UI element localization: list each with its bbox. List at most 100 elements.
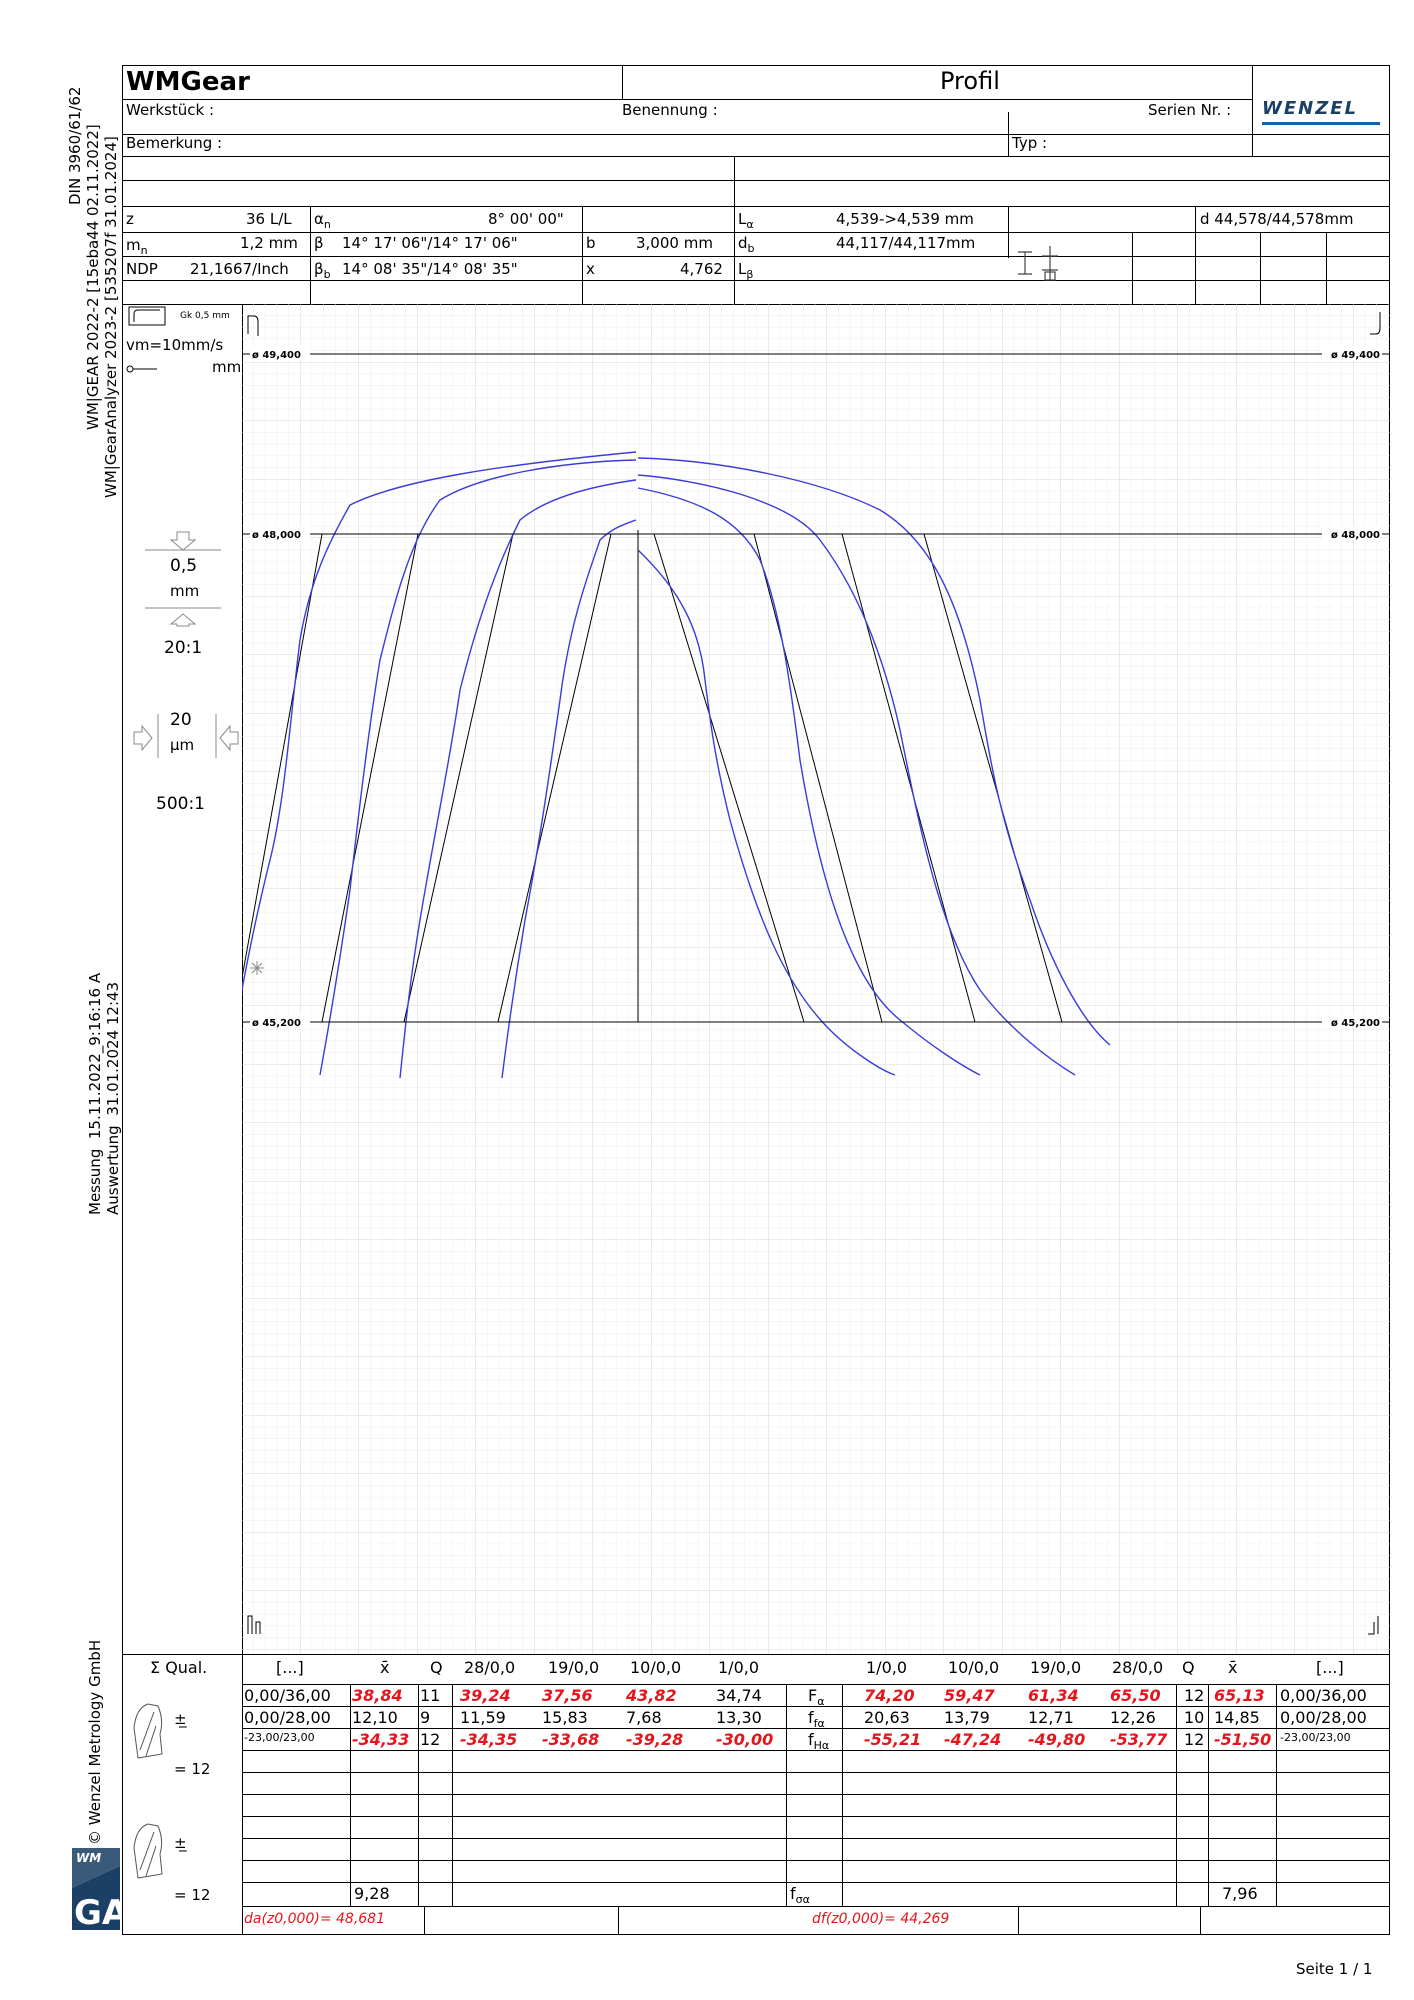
diameter-label: ø 45,200 — [252, 1018, 301, 1029]
gear-tooth-icon-2 — [130, 1820, 170, 1886]
table-cell: 39,24 — [460, 1686, 511, 1705]
measured-profile-curve — [501, 519, 637, 1079]
table-cell: 74,20 — [864, 1686, 915, 1705]
filter-icon — [128, 306, 168, 332]
table-cell: 12 — [1184, 1686, 1205, 1705]
table-cell: 0,00/36,00 — [244, 1686, 331, 1705]
auswertung-text: Auswertung 31.01.2024 12:43 — [104, 981, 122, 1215]
version-text-2: WM|GearAnalyzer 2023-2 [535207f 31.01.20… — [102, 136, 120, 498]
table-header-right: 19/0,0 — [1030, 1658, 1082, 1677]
serien-label: Serien Nr. : — [1148, 101, 1232, 119]
typ-label: Typ : — [1012, 134, 1048, 152]
param-beta-b: βb — [314, 260, 331, 281]
table-cell: 15,83 — [542, 1708, 588, 1727]
center-mark-icon — [250, 961, 264, 975]
table-cell: 12 — [1184, 1730, 1205, 1749]
measured-profile-curve — [637, 549, 896, 1076]
version-text-1: WM|GEAR 2022-2 [15eba44 02.11.2022] — [84, 124, 102, 430]
measured-profile-curve — [637, 457, 1111, 1046]
flank-icon-br — [1368, 1616, 1379, 1635]
table-cell: -34,33 — [352, 1730, 410, 1749]
table-header-right: x̄ — [1228, 1658, 1238, 1677]
table-cell: 9 — [420, 1708, 431, 1727]
measured-profile-curve — [242, 451, 637, 994]
table-cell: 0,00/36,00 — [1280, 1686, 1367, 1705]
param-mn: mn — [126, 236, 148, 257]
table-cell: 34,74 — [716, 1686, 762, 1705]
param-beta: β — [314, 234, 324, 252]
table-cell: 10 — [1184, 1708, 1205, 1727]
norm-text: DIN 3960/61/62 — [66, 86, 84, 205]
diameter-label: ø 45,200 — [1331, 1018, 1380, 1029]
param-la: Lα — [738, 210, 754, 231]
table-header-left: [...] — [276, 1658, 304, 1677]
table-cell: -55,21 — [864, 1730, 922, 1749]
table-cell: -34,35 — [460, 1730, 518, 1749]
param-x: x — [586, 260, 595, 278]
profile-graph: ø 49,400 ø 49,400 ø 48,000 ø 48,000 ø 45,200… — [242, 304, 1390, 1654]
svg-text:WM: WM — [76, 1851, 101, 1865]
table-cell: -51,50 — [1214, 1730, 1272, 1749]
table-cell: 14,85 — [1214, 1708, 1260, 1727]
df-value: df(z0,000)= 44,269 — [812, 1911, 950, 1927]
benennung-label: Benennung : — [622, 101, 718, 119]
table-cell: 7,68 — [626, 1708, 662, 1727]
fsa-left-value: 9,28 — [354, 1884, 390, 1903]
da-value: da(z0,000)= 48,681 — [244, 1911, 385, 1927]
table-cell: 37,56 — [542, 1686, 593, 1705]
table-cell: -39,28 — [626, 1730, 684, 1749]
reference-profile-line — [923, 533, 1063, 1023]
gear-tooth-icon-1 — [130, 1700, 170, 1766]
table-cell: 13,30 — [716, 1708, 762, 1727]
table-header-right: 28/0,0 — [1112, 1658, 1164, 1677]
report-title: Profil — [940, 67, 1000, 95]
table-cell: 61,34 — [1028, 1686, 1079, 1705]
table-header-right: Q — [1182, 1658, 1195, 1677]
copyright-text: © Wenzel Metrology GmbH — [86, 1639, 104, 1845]
reference-profile-line — [497, 533, 612, 1023]
flank-icon-tl — [247, 315, 259, 336]
probe-line-icon — [126, 360, 160, 379]
param-b: b — [586, 234, 596, 252]
table-cell: -23,00/23,00 — [1280, 1731, 1351, 1744]
param-d: d 44,578/44,578mm — [1200, 210, 1354, 228]
werkstueck-label: Werkstück : — [126, 101, 214, 119]
arrow-down-icon — [145, 530, 225, 558]
eq-count-1: = 12 — [174, 1760, 211, 1778]
param-ndp: NDP — [126, 260, 158, 278]
table-cell: 12,26 — [1110, 1708, 1156, 1727]
table-cell: -30,00 — [716, 1730, 774, 1749]
measured-profile-curve — [637, 474, 1076, 1076]
table-cell: 59,47 — [944, 1686, 995, 1705]
wmga-logo: WM GA — [72, 1848, 129, 1933]
table-header-left: 10/0,0 — [630, 1658, 682, 1677]
table-header-left: 19/0,0 — [548, 1658, 600, 1677]
table-cell: -47,24 — [944, 1730, 1002, 1749]
table-cell: 65,13 — [1214, 1686, 1265, 1705]
table-cell: 43,82 — [626, 1686, 677, 1705]
eq-count-2: = 12 — [174, 1886, 211, 1904]
qual-label: Σ Qual. — [150, 1658, 208, 1677]
table-header-left: 1/0,0 — [718, 1658, 760, 1677]
table-header-left: x̄ — [380, 1658, 390, 1677]
footer-page: Seite 1 / 1 — [1296, 1960, 1373, 1978]
table-cell: -33,68 — [542, 1730, 600, 1749]
table-cell: 12,10 — [352, 1708, 398, 1727]
table-cell: 12,71 — [1028, 1708, 1074, 1727]
reference-profile-line — [321, 533, 419, 1023]
vm-text: vm=10mm/s — [126, 336, 224, 354]
probe-icon — [1014, 240, 1074, 294]
table-header-right: 10/0,0 — [948, 1658, 1000, 1677]
filter-text: Gk 0,5 mm — [180, 311, 230, 321]
table-cell: -23,00/23,00 — [244, 1731, 315, 1744]
table-header-right: [...] — [1316, 1658, 1344, 1677]
arrow-right-icon — [132, 712, 242, 766]
table-cell: 0,00/28,00 — [244, 1708, 331, 1727]
diameter-label: ø 49,400 — [1331, 350, 1380, 361]
reference-profile-line — [653, 533, 805, 1023]
fsa-label: fσα — [790, 1884, 810, 1907]
bemerkung-label: Bemerkung : — [126, 134, 223, 152]
measured-profile-curve — [399, 479, 637, 1079]
fsa-right-value: 7,96 — [1222, 1884, 1258, 1903]
diameter-label: ø 48,000 — [1331, 530, 1380, 541]
